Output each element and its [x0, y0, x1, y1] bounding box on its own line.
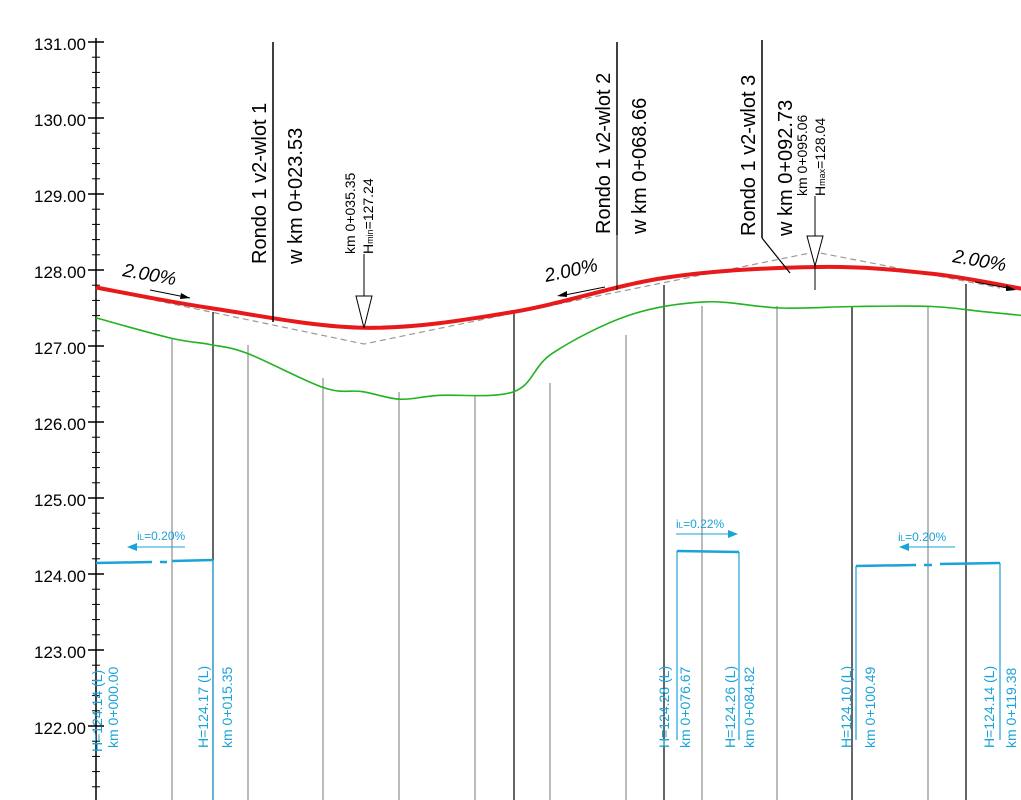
y-tick-label: 129.00: [34, 187, 86, 206]
grade-arrow-head: [1006, 285, 1016, 291]
y-tick-label: 122.00: [34, 719, 86, 738]
pipe-height-label: H=124.14 (L): [89, 670, 105, 752]
y-tick-label: 128.00: [34, 263, 86, 282]
pipe-km-label: km 0+084.82: [741, 666, 757, 748]
pipe-line: [676, 549, 740, 554]
pipe-height-label: H=124.28 (L): [656, 666, 672, 748]
slope-arrow-head: [127, 543, 137, 551]
grade-arrow-shaft: [559, 286, 606, 297]
rondo-callout-3: Rondo 1 v2-wlot 3 w km 0+092.73: [738, 40, 797, 274]
pipe-km-label: km 0+000.00: [105, 666, 121, 748]
rondo-km: w km 0+068.66: [629, 98, 651, 235]
pipe-line: [855, 563, 917, 568]
pipe-line: [95, 560, 153, 565]
pipe-line: [171, 558, 214, 563]
pipe-slope: iL=0.20%: [137, 529, 185, 543]
hmax-km: km 0+095.06: [794, 114, 810, 196]
rondo-leader-tail: [761, 237, 791, 274]
tangent-lines: [95, 251, 1001, 345]
pipe-height-label: H=124.14 (L): [981, 666, 997, 748]
pipe-labels: H=124.14 (L) km 0+000.00 H=124.17 (L) km…: [89, 666, 1019, 752]
grade-label: 2.00%: [950, 246, 1008, 276]
y-tick-label: 127.00: [34, 339, 86, 358]
rondo-label: Rondo 1 v2-wlot 1: [249, 103, 271, 264]
pipe-segment-1: iL=0.20%: [95, 529, 214, 800]
design-grade-line: [95, 264, 1021, 330]
y-tick-label: 131.00: [34, 35, 86, 54]
y-tick-label: 123.00: [34, 643, 86, 662]
y-tick-label: 124.00: [34, 567, 86, 586]
rondo-km: w km 0+023.53: [285, 128, 307, 265]
pipe-km-label: km 0+076.67: [677, 666, 693, 748]
y-tick-label: 130.00: [34, 111, 86, 130]
pipe-line: [939, 561, 1001, 566]
hmax-arrow: [806, 235, 824, 268]
pipe-slope: iL=0.20%: [898, 530, 946, 544]
y-tick-label: 126.00: [34, 415, 86, 434]
pipe-km-label: km 0+119.38: [1003, 667, 1019, 748]
hmax-marker: km 0+095.06 Hmax=128.04: [794, 114, 828, 290]
pipe-segment-2: iL=0.22%: [676, 517, 740, 740]
terrain-line: [95, 300, 1021, 401]
rondo-label: Rondo 1 v2-wlot 2: [593, 73, 615, 234]
slope-arrow-head: [728, 530, 738, 538]
pipe-km-label: km 0+100.49: [862, 666, 878, 748]
pipe-height-label: H=124.26 (L): [722, 666, 738, 748]
pipe-km-label: km 0+015.35: [219, 666, 235, 748]
rondo-label: Rondo 1 v2-wlot 3: [738, 75, 760, 236]
grade-label: 2.00%: [542, 255, 600, 287]
grade-arrow-head: [557, 291, 567, 297]
rondo-callout-1: Rondo 1 v2-wlot 1 w km 0+023.53: [249, 42, 307, 322]
pipe-slope: iL=0.22%: [676, 517, 724, 531]
y-tick-label: 125.00: [34, 491, 86, 510]
grade-2: 2.00%: [542, 255, 606, 297]
rondo-km: w km 0+092.73: [775, 100, 797, 237]
pipe-segment-3: iL=0.20%: [855, 530, 1001, 740]
hmin-marker: km 0+035.35 Hmin=127.24: [342, 172, 376, 329]
slope-arrow-head: [899, 543, 909, 551]
pipe-height-label: H=124.10 (L): [838, 666, 854, 748]
hmin-arrow: [355, 295, 373, 329]
pipe-height-label: H=124.17 (L): [195, 666, 211, 748]
grade-label: 2.00%: [120, 260, 178, 290]
y-axis-labels: 131.00 130.00 129.00 128.00 127.00 126.0…: [34, 35, 86, 738]
hmax-label: Hmax=128.04: [812, 118, 828, 196]
hmin-label: Hmin=127.24: [360, 178, 376, 254]
grade-arrow-head: [180, 293, 190, 299]
hmin-km: km 0+035.35: [342, 172, 358, 254]
station-lines: [171, 284, 967, 800]
y-axis-ticks: [88, 41, 104, 788]
rondo-callout-2: Rondo 1 v2-wlot 2 w km 0+068.66: [593, 42, 651, 290]
